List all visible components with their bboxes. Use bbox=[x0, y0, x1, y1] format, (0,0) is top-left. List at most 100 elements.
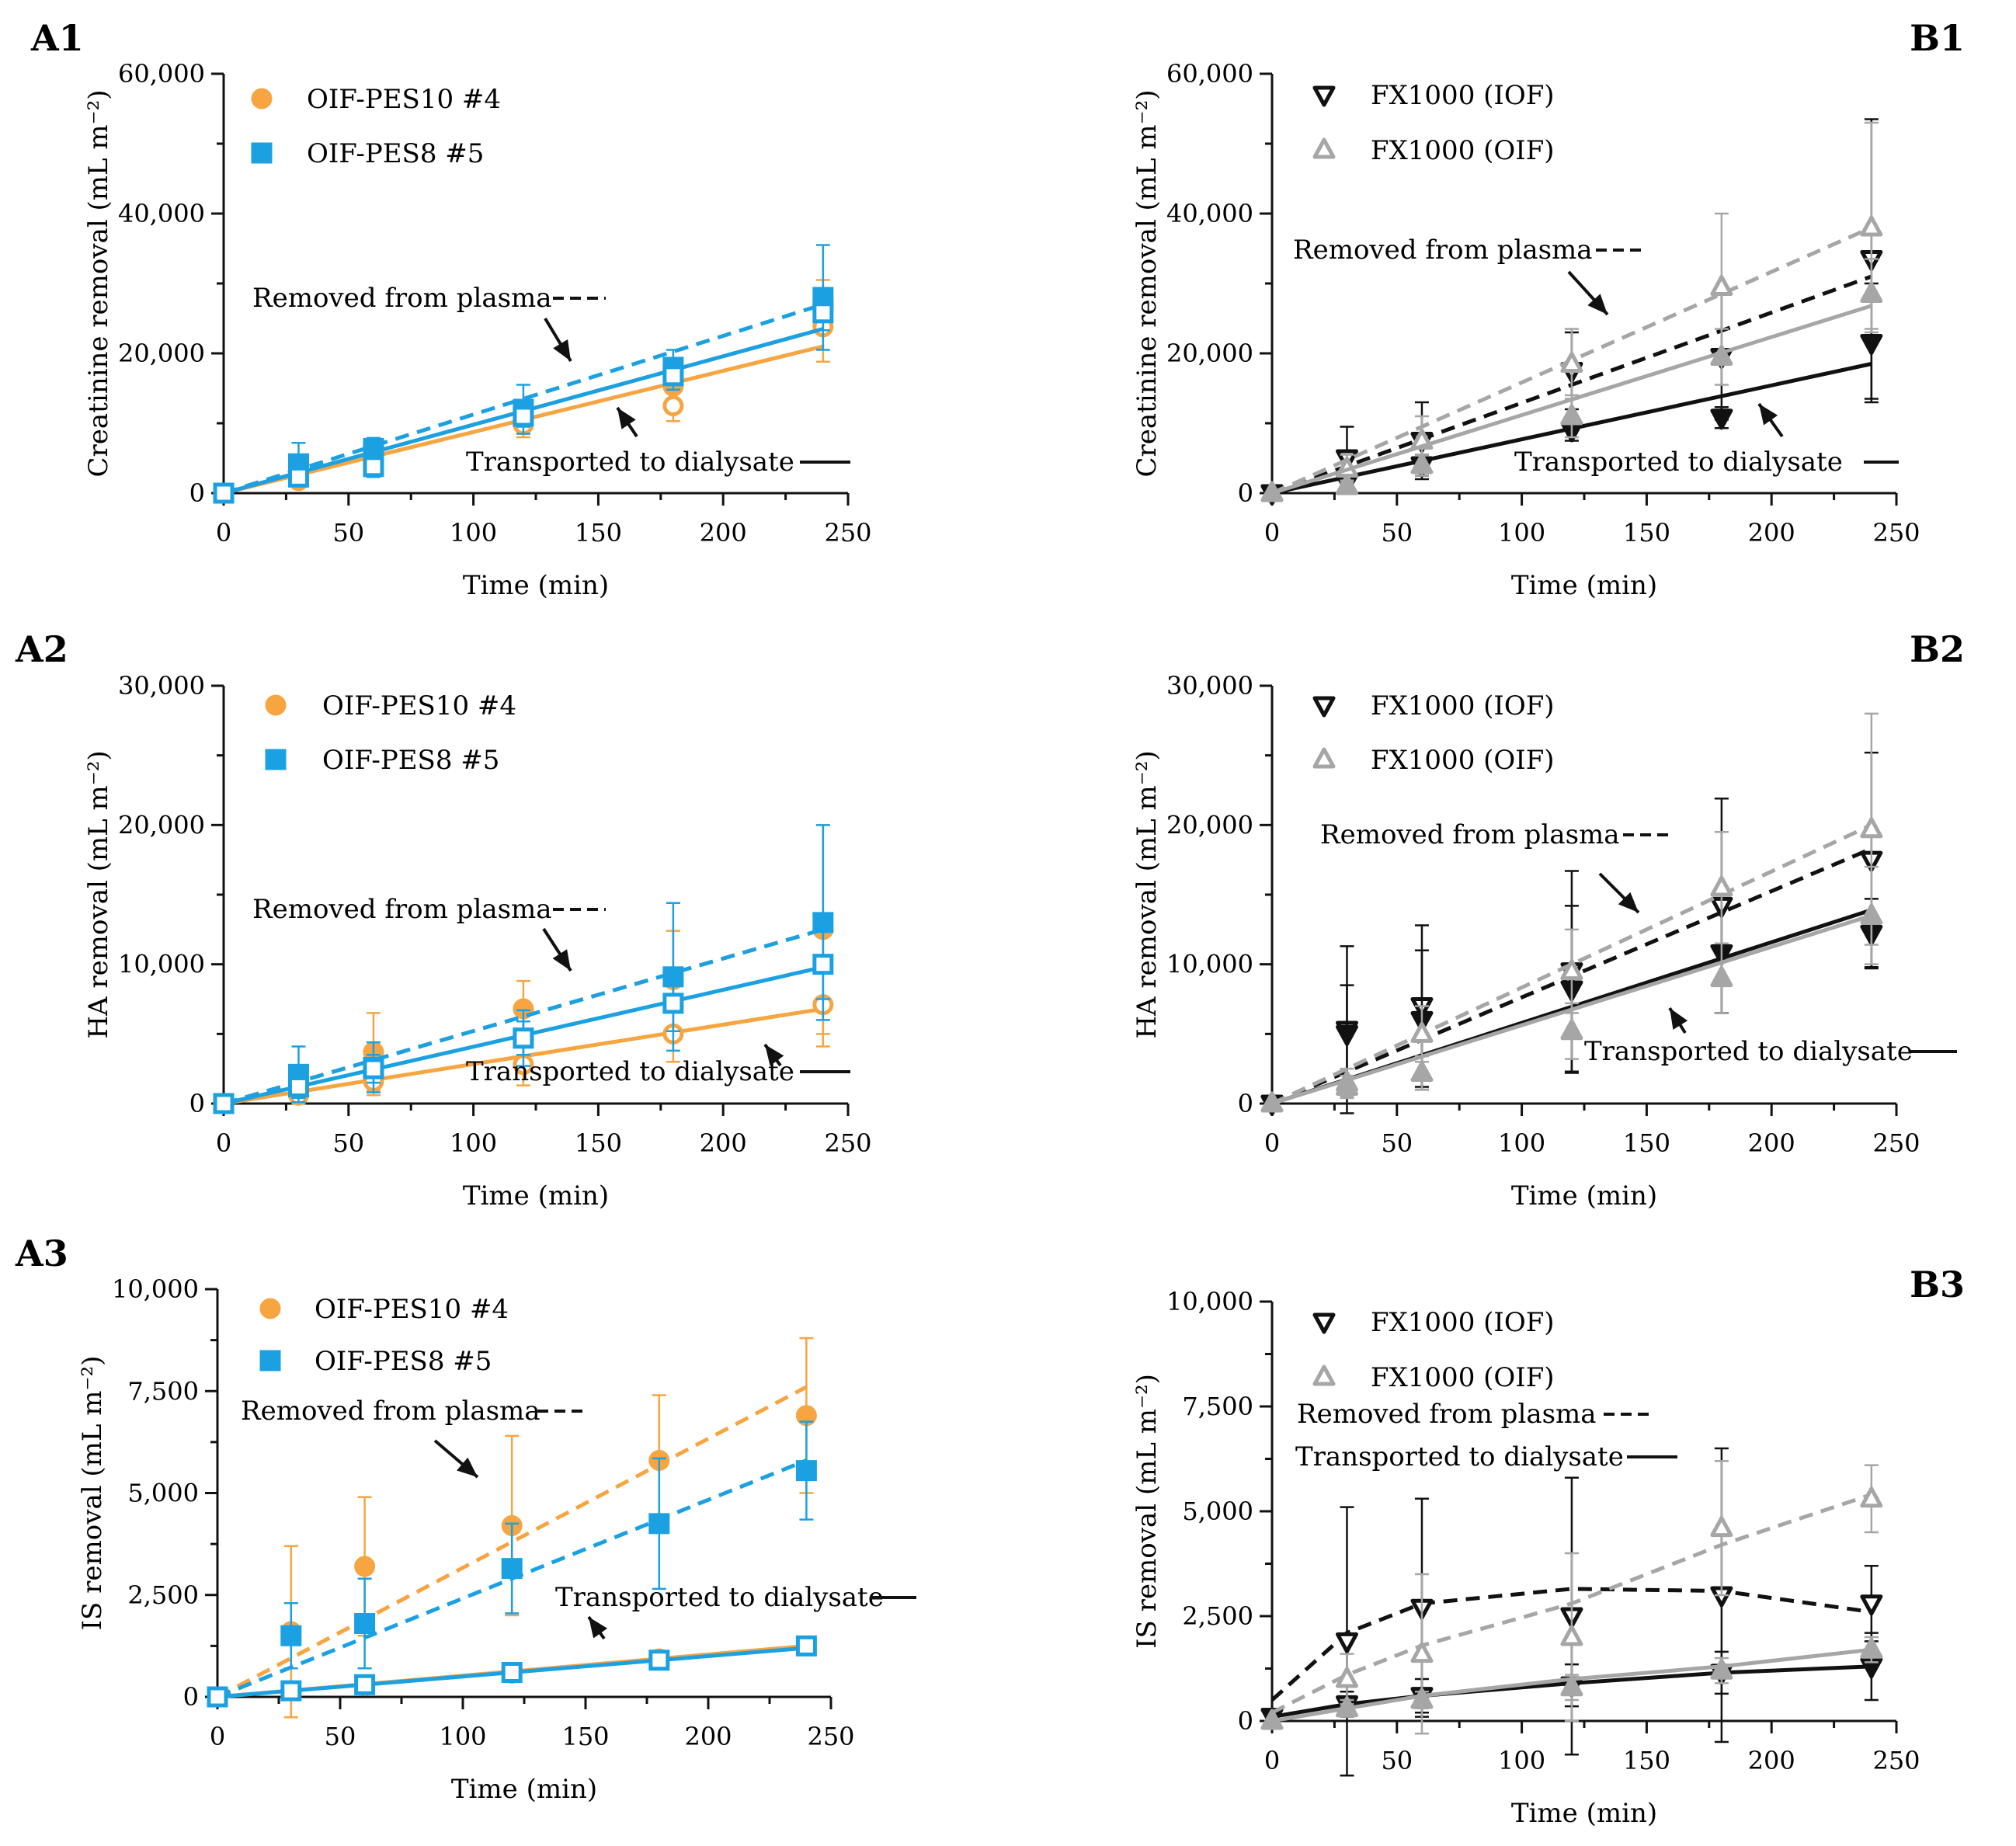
y-tick-label: 0 bbox=[1238, 1089, 1253, 1118]
y-tick-label: 0 bbox=[183, 1682, 199, 1712]
x-tick-label: 0 bbox=[1264, 1746, 1280, 1775]
y-tick-label: 30,000 bbox=[1166, 671, 1253, 701]
annotation-plasma: Removed from plasma bbox=[252, 894, 552, 925]
y-axis-label: HA removal (mL m⁻²) bbox=[1131, 750, 1163, 1038]
data-point bbox=[1710, 875, 1733, 897]
annotation-plasma: Removed from plasma bbox=[1293, 235, 1593, 266]
x-tick-label: 200 bbox=[700, 518, 747, 548]
data-point bbox=[1710, 1516, 1733, 1538]
series-2 bbox=[1260, 121, 1883, 502]
data-point bbox=[354, 1674, 376, 1695]
y-tick-label: 5,000 bbox=[127, 1479, 199, 1508]
y-tick-label: 60,000 bbox=[1166, 59, 1253, 89]
y-tick-label: 0 bbox=[189, 1089, 205, 1118]
data-point bbox=[1710, 966, 1733, 988]
data-point bbox=[354, 1556, 376, 1577]
annotation-dialysate: Transported to dialysate bbox=[466, 1056, 794, 1087]
x-tick-label: 200 bbox=[684, 1722, 732, 1751]
chart-b3: B3 0 50 100 150 200 250 0 2,500 5,000 7,500 10,000 T… bbox=[1131, 1264, 1965, 1829]
data-point bbox=[1260, 481, 1284, 502]
legend-label: OIF-PES10 #4 bbox=[307, 84, 501, 115]
legend-label: FX1000 (IOF) bbox=[1371, 1307, 1555, 1338]
y-tick-label: 0 bbox=[1238, 478, 1253, 508]
data-point bbox=[1335, 1024, 1358, 1046]
y-tick-label: 0 bbox=[189, 478, 205, 508]
chart-b1: B1 0 50 100 150 200 250 0 20,000 40,000 60,000 Time… bbox=[1131, 17, 1965, 601]
legend-label: FX1000 (OIF) bbox=[1371, 135, 1555, 166]
series-3 bbox=[1260, 865, 1883, 1113]
x-tick-label: 100 bbox=[1498, 1128, 1545, 1158]
legend-label: OIF-PES10 #4 bbox=[315, 1294, 509, 1325]
data-point bbox=[1410, 1688, 1434, 1709]
legend-label: OIF-PES8 #5 bbox=[315, 1346, 492, 1377]
y-tick-label: 10,000 bbox=[112, 1274, 199, 1304]
x-tick-label: 250 bbox=[1872, 1128, 1920, 1158]
series-3 bbox=[1260, 1636, 1883, 1730]
x-tick-label: 100 bbox=[1498, 518, 1545, 548]
data-point bbox=[207, 1686, 228, 1708]
annotation-dialysate: Transported to dialysate bbox=[1584, 1036, 1913, 1067]
legend-label: FX1000 (OIF) bbox=[1371, 745, 1555, 776]
data-point bbox=[812, 302, 834, 324]
legend-marker bbox=[1312, 696, 1336, 718]
x-tick-label: 50 bbox=[1381, 1128, 1413, 1158]
legend-marker bbox=[1312, 747, 1336, 769]
series-3 bbox=[213, 928, 834, 1114]
data-point bbox=[1710, 345, 1733, 366]
y-axis-label: IS removal (mL m⁻²) bbox=[1131, 1374, 1163, 1649]
data-point bbox=[1560, 959, 1583, 981]
annotation-dialysate: Transported to dialysate bbox=[466, 447, 794, 478]
x-tick-label: 50 bbox=[1381, 518, 1413, 548]
y-tick-label: 10,000 bbox=[118, 950, 205, 979]
chart-b2: B2 0 50 100 150 200 250 0 10,000 20,000 30,000 Time… bbox=[1131, 628, 1965, 1212]
x-tick-label: 250 bbox=[807, 1722, 854, 1751]
data-point bbox=[1335, 1074, 1358, 1096]
series-3 bbox=[213, 294, 834, 504]
data-point bbox=[1410, 1021, 1434, 1043]
panel-label: B1 bbox=[1910, 17, 1965, 59]
fit-line bbox=[223, 302, 824, 495]
arrow-dialysate-head bbox=[1670, 1008, 1688, 1030]
legend-marker bbox=[265, 694, 287, 716]
y-tick-label: 40,000 bbox=[118, 199, 205, 228]
data-point bbox=[1335, 1632, 1358, 1653]
x-tick-label: 100 bbox=[450, 1128, 497, 1158]
y-tick-label: 20,000 bbox=[118, 339, 205, 368]
y-tick-label: 20,000 bbox=[1166, 339, 1253, 368]
legend-marker bbox=[1312, 85, 1336, 107]
data-point bbox=[648, 1513, 670, 1535]
y-tick-label: 10,000 bbox=[1166, 1287, 1253, 1316]
annotation-plasma: Removed from plasma bbox=[241, 1396, 540, 1427]
legend-label: FX1000 (IOF) bbox=[1371, 690, 1555, 721]
data-point bbox=[1410, 1642, 1434, 1663]
data-point bbox=[812, 912, 834, 933]
x-tick-label: 250 bbox=[824, 1128, 871, 1158]
chart-a1: A1 0 50 100 150 200 250 0 20,000 40,000 60,000 Time… bbox=[30, 17, 872, 601]
x-tick-label: 200 bbox=[700, 1128, 747, 1158]
x-axis-label: Time (min) bbox=[1511, 1798, 1657, 1829]
annotation-plasma: Removed from plasma bbox=[1297, 1399, 1597, 1430]
x-axis-label: Time (min) bbox=[463, 570, 609, 601]
data-point bbox=[795, 1460, 817, 1482]
data-point bbox=[1335, 1667, 1358, 1688]
y-tick-label: 20,000 bbox=[118, 810, 205, 840]
x-axis-label: Time (min) bbox=[451, 1774, 597, 1805]
legend-marker bbox=[251, 142, 273, 164]
y-axis-label: Creatinine removal (mL m⁻²) bbox=[1131, 89, 1163, 477]
panel-label: B2 bbox=[1910, 628, 1965, 670]
legend-marker bbox=[259, 1350, 281, 1371]
x-tick-label: 50 bbox=[332, 518, 364, 548]
panel-label: A3 bbox=[15, 1232, 68, 1274]
x-tick-label: 0 bbox=[1264, 518, 1280, 548]
data-point bbox=[287, 1076, 309, 1097]
annotation-plasma: Removed from plasma bbox=[252, 283, 552, 314]
x-tick-label: 200 bbox=[1748, 1746, 1795, 1775]
y-tick-label: 7,500 bbox=[1182, 1392, 1253, 1421]
data-point bbox=[1560, 1625, 1583, 1646]
arrow-plasma-head bbox=[552, 949, 571, 971]
x-tick-label: 150 bbox=[1623, 518, 1670, 548]
data-point bbox=[1560, 1675, 1583, 1697]
data-point bbox=[662, 993, 684, 1014]
annotation-dialysate: Transported to dialysate bbox=[1514, 447, 1843, 478]
arrow-dialysate-head bbox=[765, 1045, 784, 1066]
